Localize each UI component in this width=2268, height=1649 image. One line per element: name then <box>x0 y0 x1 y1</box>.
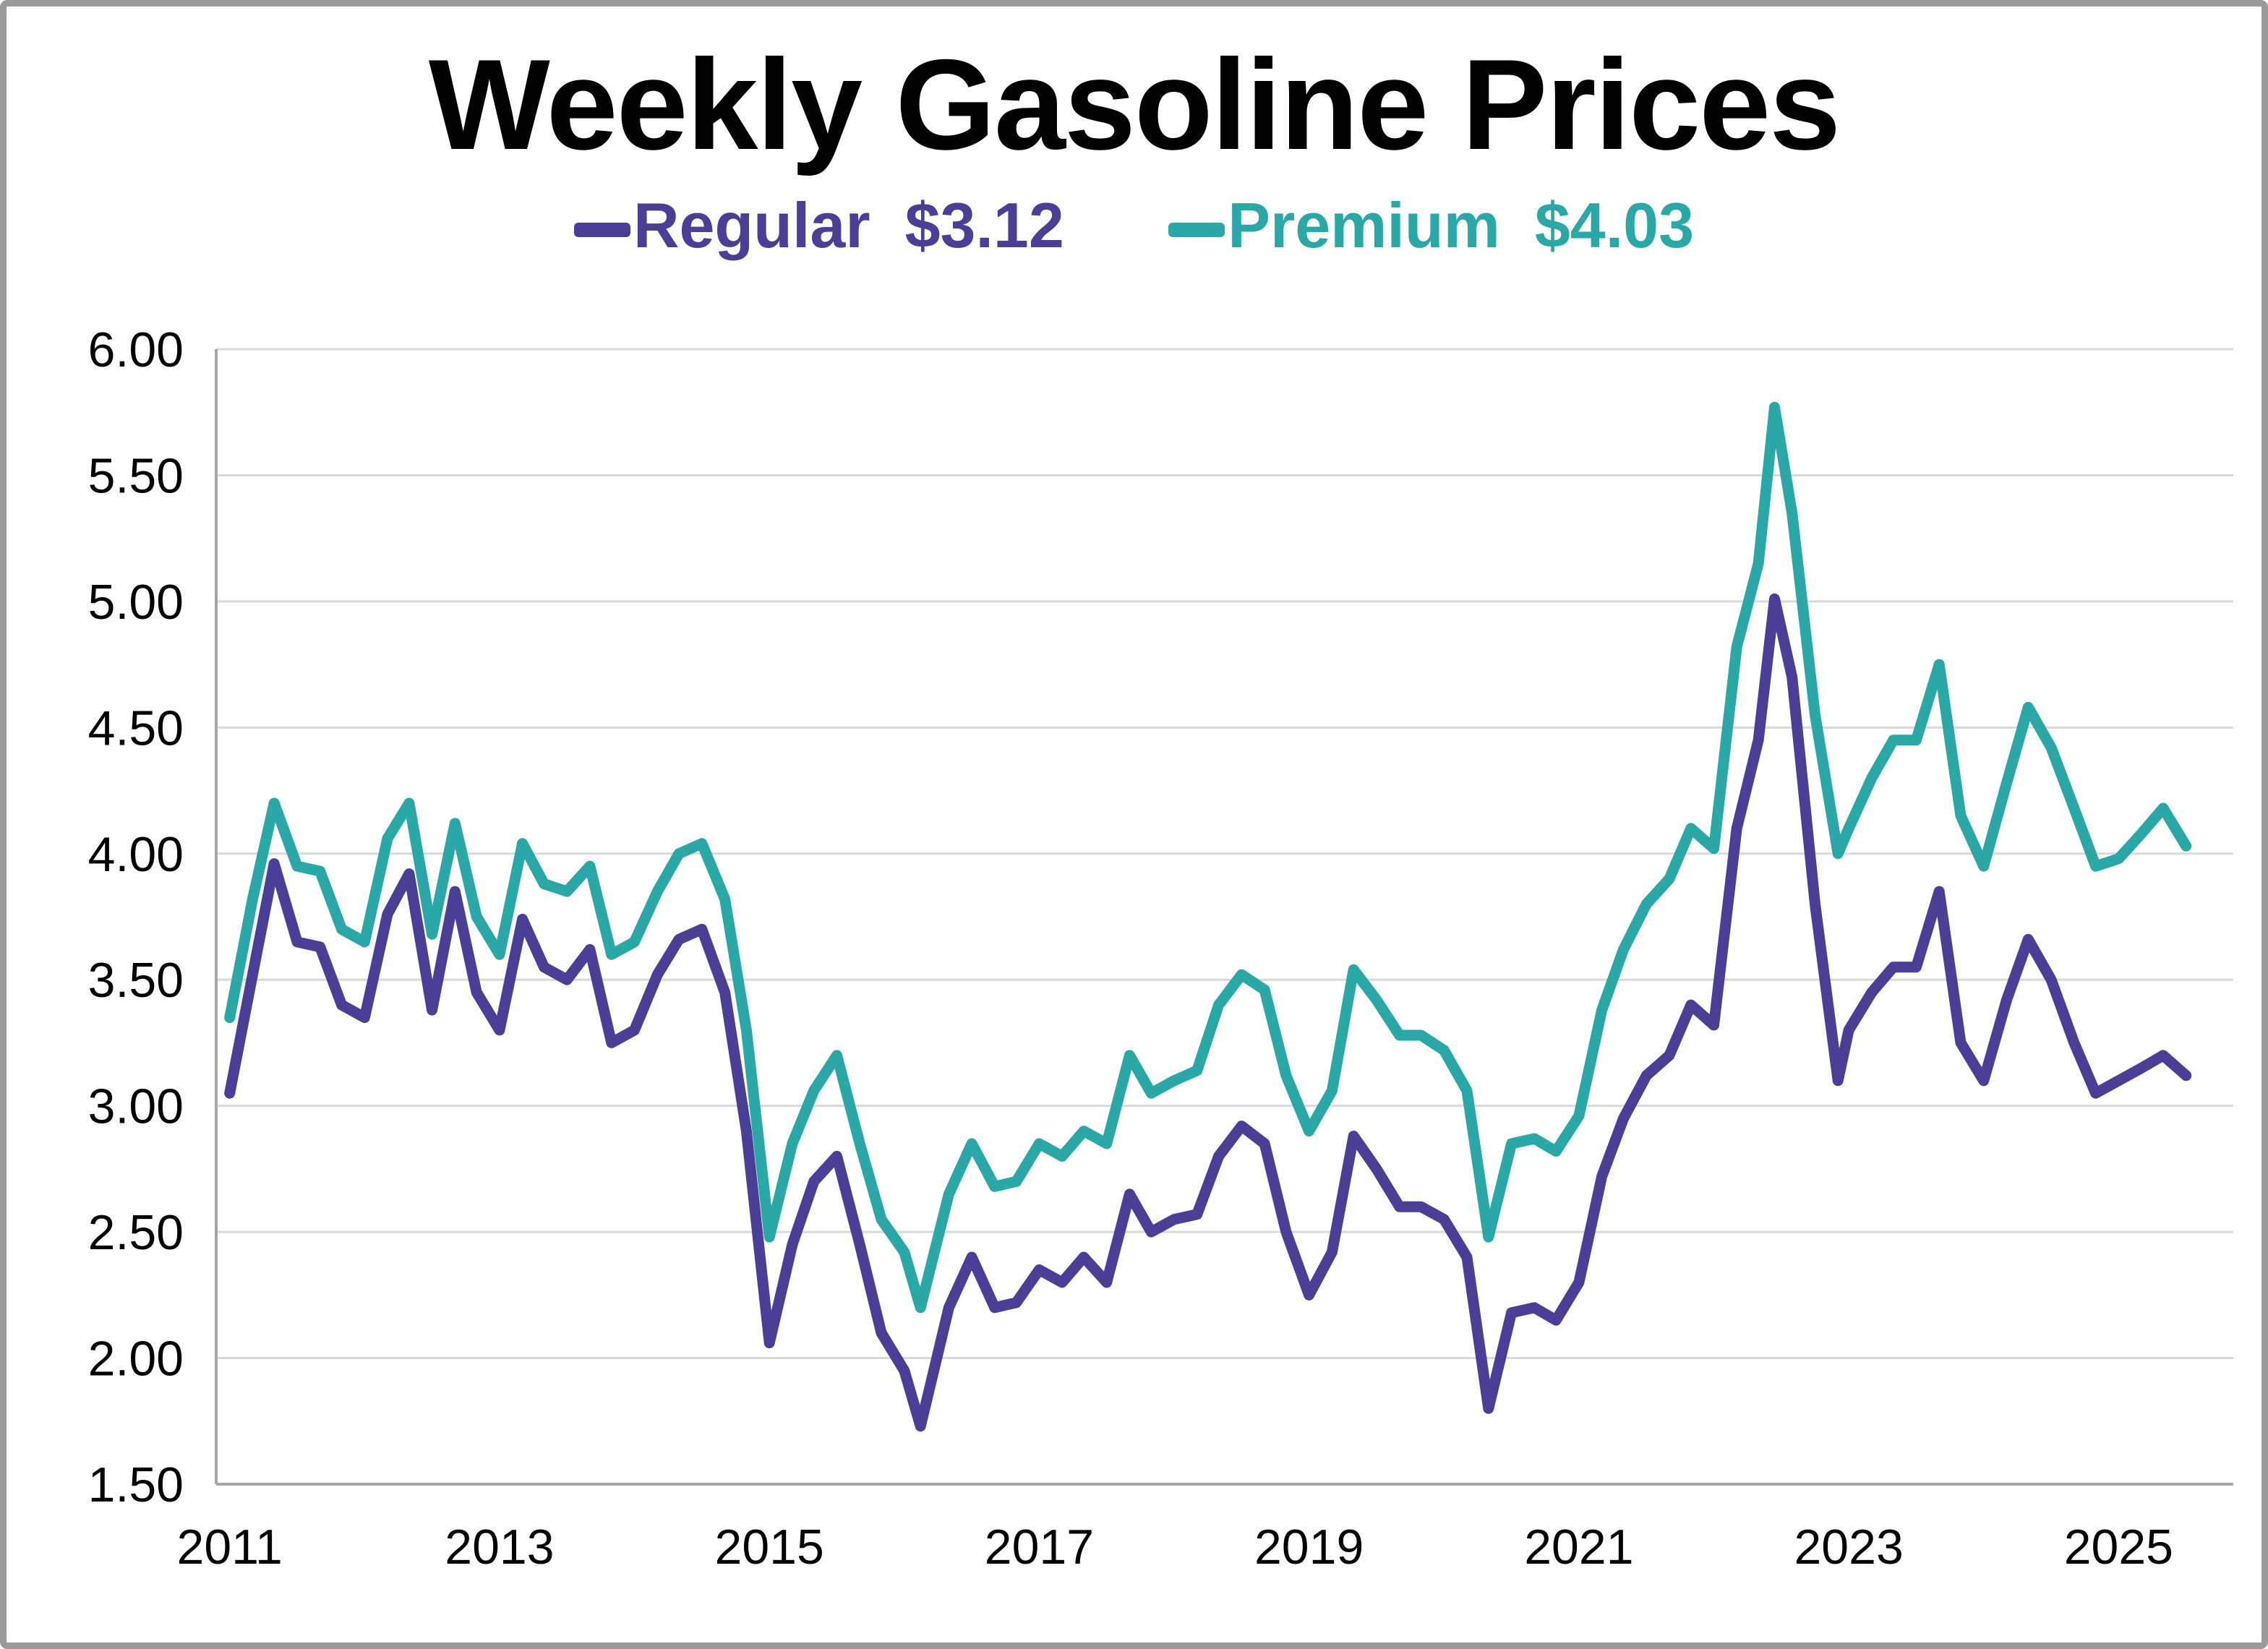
x-tick-label: 2017 <box>985 1520 1094 1575</box>
chart-legend: Regular $3.12 Premium $4.03 <box>7 189 2261 262</box>
x-tick-label: 2019 <box>1254 1520 1364 1575</box>
y-tick-label: 4.50 <box>88 701 184 755</box>
x-tick-label: 2021 <box>1524 1520 1633 1575</box>
x-tick-label: 2023 <box>1794 1520 1903 1575</box>
y-tick-label: 5.50 <box>88 448 184 503</box>
y-tick-label: 1.50 <box>88 1457 184 1512</box>
legend-value-premium: $4.03 <box>1534 189 1695 261</box>
x-tick-label: 2011 <box>177 1520 283 1575</box>
chart-title: Weekly Gasoline Prices <box>428 33 1841 176</box>
regular-price-line <box>224 593 2192 1432</box>
premium-price-line <box>224 401 2192 1314</box>
legend-value-regular: $3.12 <box>904 189 1064 261</box>
legend-label-regular: Regular <box>633 189 870 261</box>
legend-item-premium: Premium $4.03 <box>1168 189 1694 262</box>
y-tick-label: 6.00 <box>88 322 184 377</box>
y-tick-label: 2.00 <box>88 1332 184 1387</box>
legend-item-regular: Regular $3.12 <box>573 189 1064 262</box>
y-tick-label: 4.00 <box>88 827 184 882</box>
x-tick-label: 2013 <box>445 1520 554 1575</box>
y-tick-label: 2.50 <box>88 1205 184 1260</box>
gasoline-price-chart: 1.50 2.00 2.50 3.00 3.50 4.00 4.50 5.00 5.50 6.00… <box>88 322 2233 1575</box>
legend-label-premium: Premium <box>1228 189 1500 261</box>
regular-line-swatch <box>573 222 630 237</box>
x-tick-label: 2015 <box>715 1520 824 1575</box>
x-tick-label: 2025 <box>2064 1520 2173 1575</box>
y-tick-label: 3.50 <box>88 953 184 1008</box>
y-tick-label: 3.00 <box>88 1079 184 1134</box>
y-tick-label: 5.00 <box>88 575 184 630</box>
premium-line-swatch <box>1168 222 1225 237</box>
